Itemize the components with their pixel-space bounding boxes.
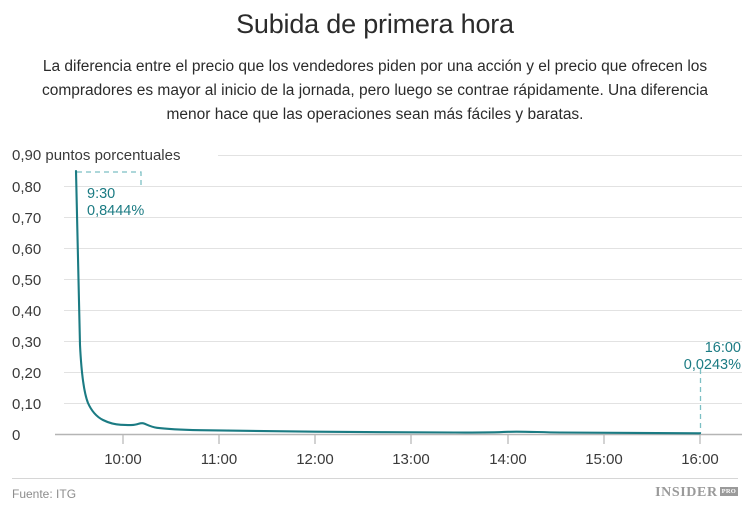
source-note: Fuente: ITG [12, 487, 77, 501]
annotation-close: 16:00 0,0243% [684, 340, 741, 374]
gridlines [64, 155, 742, 404]
y-tick-label-060: 0,60 [12, 241, 42, 258]
footer-divider [12, 478, 738, 479]
x-tick-label-1100: 11:00 [200, 451, 238, 468]
y-axis-unit-label: 0,90 puntos porcentuales [12, 147, 181, 164]
annotation-peak-time: 9:30 [87, 186, 116, 202]
y-tick-label-020: 0,20 [12, 365, 42, 382]
x-tick-label-1300: 13:00 [392, 451, 430, 468]
y-tick-label-0: 0 [12, 427, 21, 444]
x-axis-ticks [122, 434, 701, 444]
y-tick-label-030: 0,30 [12, 334, 42, 351]
insider-pro-logo: INSIDER PRO [655, 486, 738, 500]
annotation-peak: 9:30 0,8444% [87, 186, 144, 220]
x-tick-label-1400: 14:00 [489, 451, 527, 468]
y-tick-label-010: 0,10 [12, 396, 42, 413]
series-line-spread [74, 169, 702, 435]
annotation-peak-value: 0,8444% [87, 203, 145, 219]
x-tick-label-1000: 10:00 [104, 451, 142, 468]
y-tick-label-050: 0,50 [12, 272, 42, 289]
y-tick-label-040: 0,40 [12, 303, 42, 320]
x-tick-label-1200: 12:00 [296, 451, 334, 468]
annotation-close-value: 0,0243% [683, 357, 741, 373]
chart-subtitle: La diferencia entre el precio que los ve… [41, 58, 708, 123]
y-tick-label-080: 0,80 [12, 179, 42, 196]
page-title: Subida de primera hora [236, 9, 514, 39]
annotation-leader-peak [77, 171, 142, 186]
brand-pro-badge: PRO [719, 487, 738, 496]
brand-wordmark: INSIDER [655, 485, 718, 500]
y-tick-label-070: 0,70 [12, 210, 42, 227]
x-tick-label-1600: 16:00 [681, 451, 719, 468]
annotation-close-time: 16:00 [704, 340, 741, 356]
x-tick-label-1500: 15:00 [585, 451, 623, 468]
